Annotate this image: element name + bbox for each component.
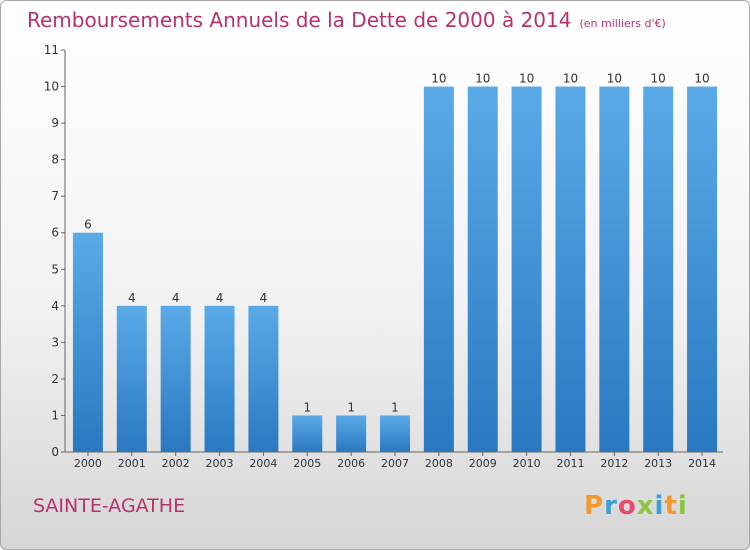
x-tick-label: 2014 [688, 457, 716, 470]
bar [643, 86, 674, 452]
logo-letter: i [654, 491, 665, 521]
commune-name: SAINTE-AGATHE [33, 495, 186, 517]
logo-letter: P [584, 491, 605, 521]
logo-letter: r [604, 491, 618, 521]
bar [292, 415, 323, 452]
x-tick-label: 2001 [118, 457, 146, 470]
x-tick-label: 2006 [337, 457, 365, 470]
bar-value-label: 4 [128, 291, 136, 305]
x-tick-label: 2004 [249, 457, 277, 470]
bar [423, 86, 454, 452]
y-tick-label: 8 [51, 153, 59, 167]
bar [116, 305, 147, 452]
x-tick-label: 2010 [513, 457, 541, 470]
logo-letter: t [664, 491, 678, 521]
bar [160, 305, 191, 452]
y-tick-label: 1 [51, 408, 59, 422]
y-tick-label: 10 [44, 80, 59, 94]
logo-letter: x [636, 491, 655, 521]
x-tick-label: 2000 [74, 457, 102, 470]
bar [555, 86, 586, 452]
y-tick-label: 6 [51, 226, 59, 240]
bar-value-label: 10 [431, 72, 446, 86]
bar-value-label: 10 [475, 72, 490, 86]
bar [336, 415, 367, 452]
x-tick-label: 2011 [556, 457, 584, 470]
y-tick-label: 5 [51, 262, 59, 276]
x-tick-label: 2005 [293, 457, 321, 470]
bar-value-label: 10 [607, 72, 622, 86]
bar-value-label: 6 [84, 218, 92, 232]
bar-value-label: 1 [303, 400, 311, 414]
logo-letter: o [617, 491, 637, 521]
y-tick-label: 9 [51, 116, 59, 130]
bar-value-label: 10 [694, 72, 709, 86]
y-tick-label: 3 [51, 335, 59, 349]
x-tick-label: 2008 [425, 457, 453, 470]
bar-value-label: 10 [519, 72, 534, 86]
chart-subtitle: (en milliers d'€) [579, 17, 666, 30]
bar-value-label: 1 [391, 400, 399, 414]
bar [204, 305, 235, 452]
y-tick-label: 7 [51, 189, 59, 203]
bar [248, 305, 279, 452]
bar [467, 86, 498, 452]
x-tick-label: 2013 [644, 457, 672, 470]
y-tick-label: 4 [51, 299, 59, 313]
bar [687, 86, 718, 452]
bar [511, 86, 542, 452]
x-tick-label: 2002 [162, 457, 190, 470]
y-tick-label: 0 [51, 445, 59, 459]
bar [599, 86, 630, 452]
bar [72, 232, 103, 452]
y-tick-label: 11 [44, 43, 59, 57]
bar-value-label: 10 [651, 72, 666, 86]
logo-letter: i [677, 491, 688, 521]
y-tick-label: 2 [51, 372, 59, 386]
x-tick-label: 2009 [469, 457, 497, 470]
bar-value-label: 4 [172, 291, 180, 305]
bar [380, 415, 410, 452]
bar-value-label: 4 [260, 291, 268, 305]
bar-value-label: 10 [563, 72, 578, 86]
bar-value-label: 4 [216, 291, 224, 305]
chart-title: Remboursements Annuels de la Dette de 20… [27, 8, 666, 32]
x-tick-label: 2007 [381, 457, 409, 470]
x-tick-label: 2012 [600, 457, 628, 470]
bar-value-label: 1 [347, 400, 355, 414]
proxiti-logo: Proxiti [584, 491, 688, 521]
x-tick-label: 2003 [206, 457, 234, 470]
